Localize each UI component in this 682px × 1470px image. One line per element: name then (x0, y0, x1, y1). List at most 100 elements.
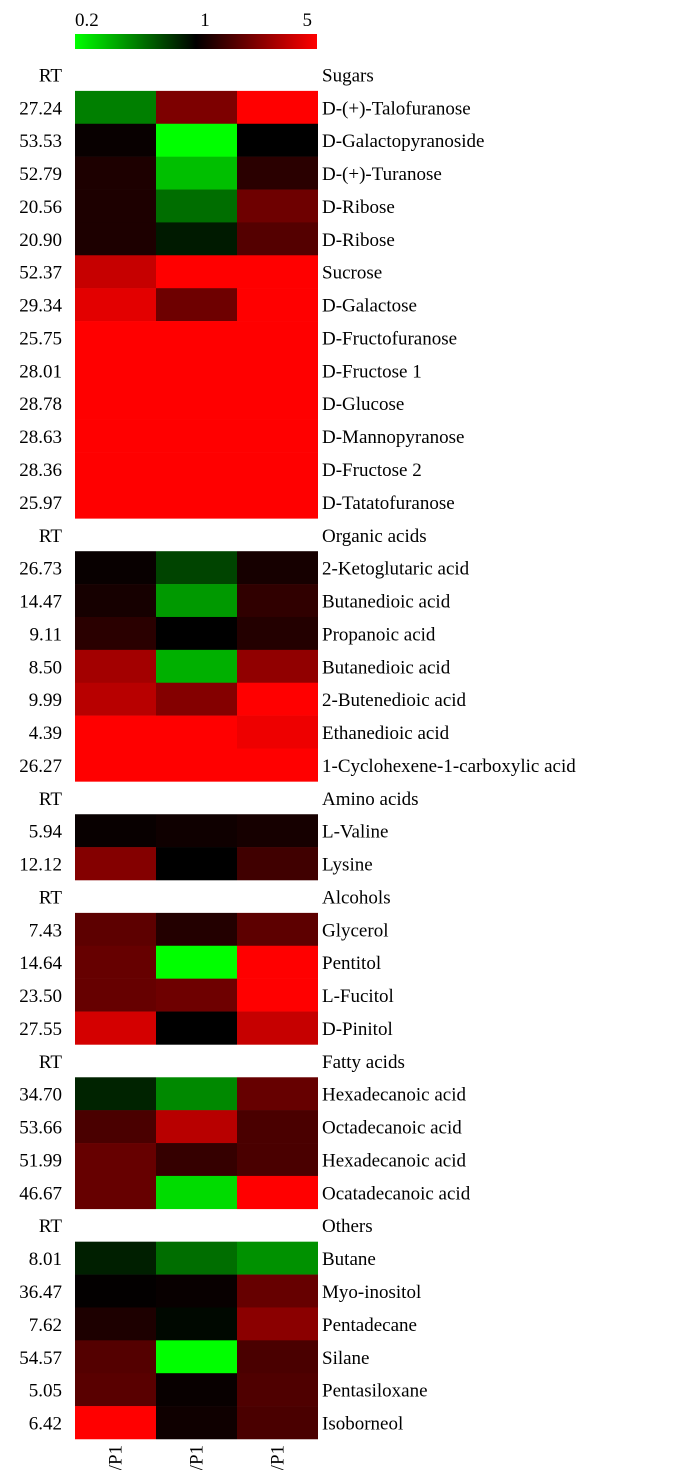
compound-name: Hexadecanoic acid (322, 1085, 466, 1106)
rt-value: 26.73 (19, 559, 62, 580)
compound-name: D-Tatatofuranose (322, 493, 455, 514)
compound-labels: Sugars D-(+)-Talofuranose D-Galactopyranos… (322, 65, 576, 1434)
heatmap-cell (156, 649, 237, 684)
heatmap-cell (156, 123, 237, 157)
heatmap-cell (156, 616, 237, 651)
rt-value: 53.53 (19, 131, 62, 152)
heatmap-cell (75, 616, 156, 651)
heatmap-cell (75, 551, 156, 585)
heatmap-cells (75, 90, 318, 1440)
heatmap-cell (237, 748, 318, 782)
color-legend: 0.2 1 5 (75, 10, 317, 49)
heatmap-cell (156, 485, 237, 519)
rt-value: 7.62 (29, 1315, 62, 1336)
heatmap-cell (156, 682, 237, 716)
rt-value: 14.64 (19, 953, 62, 974)
rt-value: 14.47 (19, 592, 62, 613)
heatmap-cell (156, 1274, 237, 1308)
heatmap-cell (156, 189, 237, 223)
heatmap-cell (75, 1373, 156, 1407)
rt-value: 52.37 (19, 263, 62, 284)
rt-value: 6.42 (29, 1414, 62, 1435)
compound-name: D-Fructose 2 (322, 460, 422, 481)
heatmap-cell (156, 452, 237, 486)
compound-name: Octadecanoic acid (322, 1118, 462, 1139)
heatmap-cell (156, 1406, 237, 1440)
group-header: Others (322, 1216, 373, 1237)
heatmap-cell (156, 847, 237, 881)
heatmap-cell (237, 1274, 318, 1308)
compound-name: Myo-inositol (322, 1282, 421, 1303)
column-label: P4/P1 (268, 1445, 289, 1470)
heatmap-cell (237, 419, 318, 453)
heatmap-cell (156, 912, 237, 947)
heatmap-cell (75, 123, 156, 157)
legend-tick-label-low: 0.2 (75, 10, 99, 31)
rt-value: 34.70 (19, 1085, 62, 1106)
compound-name: D-(+)-Turanose (322, 164, 442, 185)
heatmap-cell (75, 288, 156, 322)
heatmap-cell (156, 419, 237, 453)
heatmap-cell (75, 945, 156, 979)
heatmap-cell (75, 1406, 156, 1440)
rt-header: RT (39, 1052, 63, 1073)
compound-name: Pentitol (322, 953, 381, 974)
compound-name: L-Valine (322, 822, 388, 843)
heatmap-cell (75, 584, 156, 618)
legend-tick-label-mid: 1 (200, 10, 210, 31)
compound-name: D-Pinitol (322, 1019, 393, 1040)
heatmap-cell (75, 321, 156, 355)
heatmap-cell (75, 748, 156, 782)
heatmap-cell (237, 1373, 318, 1407)
group-header: Sugars (322, 65, 374, 86)
heatmap-cell (156, 222, 237, 256)
compound-name: Silane (322, 1348, 370, 1369)
heatmap-cell (237, 1110, 318, 1144)
rt-value: 27.24 (19, 98, 62, 119)
heatmap-cell (237, 485, 318, 519)
rt-header: RT (39, 526, 63, 547)
heatmap-cell (156, 353, 237, 388)
heatmap-cell (75, 847, 156, 881)
rt-header: RT (39, 65, 63, 86)
rt-value: 25.97 (19, 493, 62, 514)
heatmap-cell (237, 551, 318, 585)
rt-value: 8.01 (29, 1249, 62, 1270)
heatmap-cell (237, 912, 318, 947)
heatmap-cell (237, 616, 318, 651)
heatmap-cell (156, 978, 237, 1012)
heatmap-cell (237, 90, 318, 125)
rt-value: 20.56 (19, 197, 62, 218)
rt-value: 27.55 (19, 1019, 62, 1040)
compound-name: D-(+)-Talofuranose (322, 98, 471, 119)
heatmap-cell (237, 715, 318, 749)
heatmap-cell (75, 1110, 156, 1144)
compound-name: 2-Butenedioic acid (322, 690, 467, 711)
heatmap-cell (75, 978, 156, 1012)
heatmap-cell (156, 156, 237, 190)
heatmap-cell (156, 1110, 237, 1144)
color-legend-bar (75, 34, 317, 49)
compound-name: Propanoic acid (322, 624, 436, 645)
heatmap-cell (156, 1011, 237, 1045)
compound-name: Pentasiloxane (322, 1381, 428, 1402)
heatmap-cell (156, 814, 237, 848)
legend-tick-label-high: 5 (303, 10, 313, 31)
heatmap-cell (156, 748, 237, 782)
heatmap-cell (237, 1241, 318, 1275)
compound-name: Ocatadecanoic acid (322, 1183, 471, 1204)
heatmap-cell (75, 485, 156, 519)
rt-header: RT (39, 1216, 63, 1237)
heatmap-cell (75, 222, 156, 256)
compound-name: D-Galactopyranoside (322, 131, 485, 152)
heatmap-cell (75, 1077, 156, 1111)
compound-name: D-Mannopyranose (322, 427, 464, 448)
heatmap-cell (237, 1406, 318, 1440)
heatmap-cell (75, 1143, 156, 1177)
heatmap-cell (237, 123, 318, 157)
rt-value: 28.36 (19, 460, 62, 481)
heatmap-cell (237, 222, 318, 256)
rt-value: 28.63 (19, 427, 62, 448)
rt-value: 51.99 (19, 1150, 62, 1171)
